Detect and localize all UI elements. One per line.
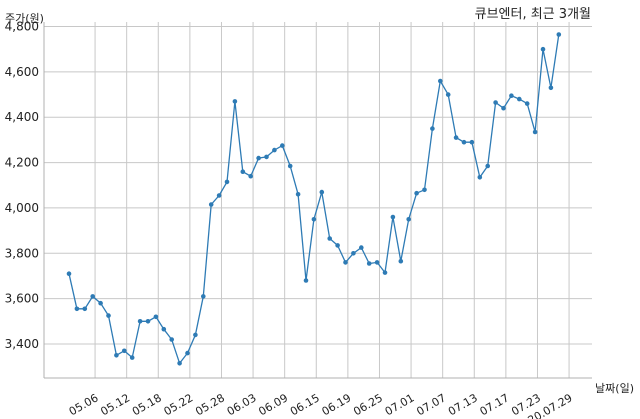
data-point xyxy=(98,300,103,306)
x-tick-label: 07.07 xyxy=(414,391,448,418)
x-tick-label: 07.01 xyxy=(383,391,417,418)
data-point xyxy=(477,175,483,180)
x-tick-label: 06.15 xyxy=(288,391,322,418)
data-point xyxy=(295,192,301,197)
data-point xyxy=(343,260,348,265)
grid xyxy=(44,22,592,378)
data-point xyxy=(524,101,530,106)
data-point xyxy=(532,129,538,135)
x-tick-labels: 05.0605.1205.1805.2205.2806.0306.0906.15… xyxy=(67,391,575,419)
data-point xyxy=(208,202,214,207)
data-point xyxy=(422,187,427,193)
x-axis-label: 날짜(일) xyxy=(595,381,634,395)
x-tick-label: 05.18 xyxy=(130,391,164,418)
data-point xyxy=(548,85,554,91)
data-point xyxy=(82,306,88,312)
data-point xyxy=(193,332,198,338)
data-point xyxy=(351,251,356,256)
data-point xyxy=(153,314,159,320)
data-point xyxy=(453,135,459,140)
x-tick-label: 05.06 xyxy=(67,391,101,418)
x-tick-label: 06.25 xyxy=(351,391,385,418)
data-point xyxy=(216,193,222,198)
data-point xyxy=(556,32,562,37)
data-point xyxy=(106,313,111,318)
x-tick-label: 05.22 xyxy=(162,391,196,418)
data-point xyxy=(145,319,151,324)
data-point xyxy=(248,173,253,179)
data-point xyxy=(335,243,340,248)
data-point xyxy=(445,92,451,97)
data-point xyxy=(74,306,80,312)
data-point xyxy=(414,190,419,196)
chart-title: 큐브엔터, 최근 3개월 xyxy=(475,7,591,22)
y-tick-label: 4,800 xyxy=(5,20,39,34)
data-point xyxy=(382,270,388,275)
data-point xyxy=(256,155,261,161)
y-tick-label: 4,200 xyxy=(5,156,39,170)
data-point xyxy=(114,353,119,358)
data-point xyxy=(430,126,435,131)
data-point xyxy=(398,258,404,264)
data-point xyxy=(66,271,72,277)
data-point xyxy=(327,236,333,241)
y-tick-label: 3,400 xyxy=(5,337,39,351)
data-point xyxy=(280,143,285,148)
data-point xyxy=(161,326,167,332)
data-point xyxy=(264,154,269,160)
y-tick-label: 3,800 xyxy=(5,246,39,260)
y-tick-label: 4,400 xyxy=(5,110,39,124)
x-tick-label: 05.12 xyxy=(98,391,132,418)
data-point xyxy=(185,350,190,356)
data-point xyxy=(232,99,238,104)
data-point xyxy=(485,163,491,169)
data-point xyxy=(438,78,443,84)
data-point xyxy=(287,163,293,169)
data-point xyxy=(390,214,396,220)
data-point xyxy=(509,93,514,98)
data-point xyxy=(137,319,143,324)
data-point xyxy=(319,189,325,195)
data-point xyxy=(359,245,364,250)
x-tick-label: 07.13 xyxy=(446,391,480,418)
data-point xyxy=(540,46,546,52)
data-point xyxy=(374,260,380,265)
x-tick-label: 06.03 xyxy=(225,391,259,418)
data-point xyxy=(169,337,174,342)
data-point xyxy=(122,348,127,354)
data-point xyxy=(90,294,95,299)
data-point xyxy=(406,217,412,222)
y-axis-label: 주가(원) xyxy=(5,12,44,25)
data-point xyxy=(366,261,372,266)
y-tick-label: 4,600 xyxy=(5,65,39,79)
price-line xyxy=(68,34,560,365)
data-point xyxy=(272,147,277,153)
y-tick-label: 3,600 xyxy=(5,292,39,306)
data-point xyxy=(311,217,317,222)
data-point xyxy=(240,169,246,174)
y-tick-labels: 3,400 3,600 3,800 4,000 4,200 4,400 4,600 4,800 xyxy=(5,20,39,351)
data-point xyxy=(493,100,498,105)
x-tick-label: 06.19 xyxy=(320,391,354,418)
y-tick-label: 4,000 xyxy=(5,201,39,215)
data-point xyxy=(224,179,230,185)
data-point xyxy=(129,355,135,360)
data-point xyxy=(501,105,506,111)
data-point xyxy=(201,294,206,299)
data-points xyxy=(66,32,562,366)
data-point xyxy=(461,139,467,145)
x-tick-label: 07.17 xyxy=(478,391,512,418)
x-tick-label: 06.09 xyxy=(256,391,290,418)
data-point xyxy=(517,96,522,102)
axes xyxy=(43,22,592,379)
data-point xyxy=(303,278,309,283)
data-point xyxy=(177,361,182,366)
x-tick-label: 05.28 xyxy=(193,391,227,418)
data-point xyxy=(469,139,475,145)
